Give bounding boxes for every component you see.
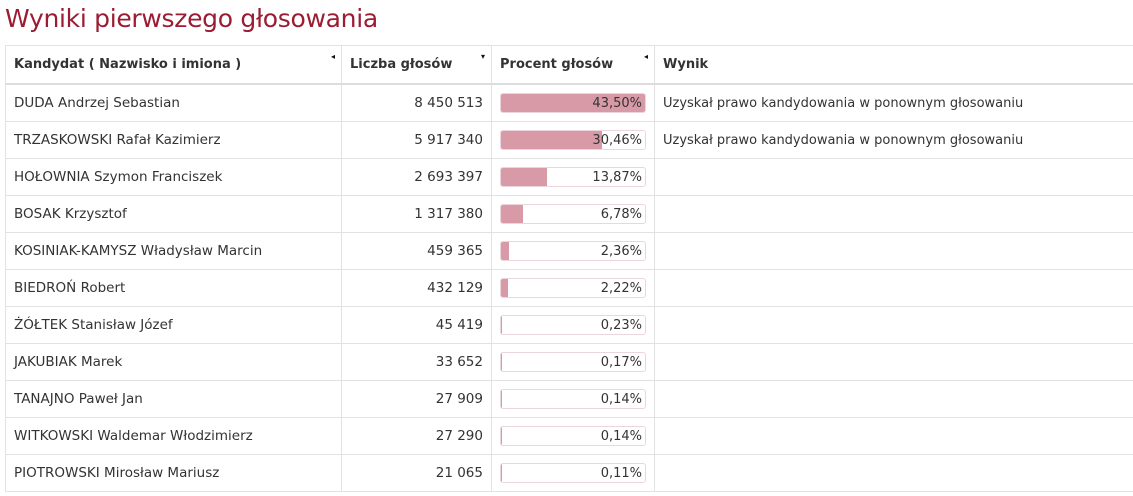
percent-bar-fill [501, 205, 524, 223]
percent-value: 0,14% [600, 392, 642, 407]
column-header-candidate[interactable]: Kandydat ( Nazwisko i imiona ) ◂ [5, 45, 342, 85]
percent-bar: 6,78% [500, 204, 646, 224]
percent-cell: 30,46% [491, 121, 655, 159]
candidate-name: JAKUBIAK Marek [5, 343, 342, 381]
percent-cell: 0,23% [491, 306, 655, 344]
vote-count: 2 693 397 [341, 158, 492, 196]
table-row: WITKOWSKI Waldemar Włodzimierz 27 290 0,14… [5, 417, 1133, 455]
result-text [654, 380, 1133, 418]
result-text: Uzyskał prawo kandydowania w ponownym gł… [654, 83, 1133, 122]
percent-value: 0,17% [600, 355, 642, 370]
column-header-result[interactable]: Wynik [654, 45, 1133, 85]
vote-count: 33 652 [341, 343, 492, 381]
result-text [654, 269, 1133, 307]
vote-count: 27 290 [341, 417, 492, 455]
candidate-name: ŻÓŁTEK Stanisław Józef [5, 306, 342, 344]
percent-cell: 6,78% [491, 195, 655, 233]
result-text [654, 343, 1133, 381]
candidate-name: TANAJNO Paweł Jan [5, 380, 342, 418]
percent-bar: 30,46% [500, 130, 646, 150]
percent-value: 2,22% [600, 281, 642, 296]
percent-bar: 0,14% [500, 426, 646, 446]
table-row: JAKUBIAK Marek 33 652 0,17% [5, 343, 1133, 381]
percent-bar-fill [501, 353, 502, 371]
table-row: BOSAK Krzysztof 1 317 380 6,78% [5, 195, 1133, 233]
table-row: KOSINIAK-KAMYSZ Władysław Marcin 459 365 2… [5, 232, 1133, 270]
table-header-row: Kandydat ( Nazwisko i imiona ) ◂ Liczba g… [5, 45, 1133, 85]
result-text [654, 417, 1133, 455]
sort-icon[interactable]: ◂ [643, 52, 648, 61]
percent-value: 0,14% [600, 429, 642, 444]
sort-desc-icon[interactable]: ▾ [480, 52, 485, 61]
table-row: TRZASKOWSKI Rafał Kazimierz 5 917 340 30,4… [5, 121, 1133, 159]
vote-count: 1 317 380 [341, 195, 492, 233]
vote-count: 432 129 [341, 269, 492, 307]
vote-count: 459 365 [341, 232, 492, 270]
percent-bar-fill [501, 242, 509, 260]
column-header-votes[interactable]: Liczba głosów ▾ [341, 45, 492, 85]
percent-bar: 13,87% [500, 167, 646, 187]
candidate-name: BIEDROŃ Robert [5, 269, 342, 307]
column-label: Kandydat ( Nazwisko i imiona ) [14, 57, 242, 72]
candidate-name: KOSINIAK-KAMYSZ Władysław Marcin [5, 232, 342, 270]
vote-count: 45 419 [341, 306, 492, 344]
percent-cell: 0,11% [491, 454, 655, 492]
percent-cell: 0,14% [491, 380, 655, 418]
percent-bar: 0,23% [500, 315, 646, 335]
percent-cell: 0,17% [491, 343, 655, 381]
candidate-name: BOSAK Krzysztof [5, 195, 342, 233]
percent-cell: 2,36% [491, 232, 655, 270]
table-row: HOŁOWNIA Szymon Franciszek 2 693 397 13,87… [5, 158, 1133, 196]
percent-bar: 0,14% [500, 389, 646, 409]
percent-value: 0,11% [600, 466, 642, 481]
percent-cell: 2,22% [491, 269, 655, 307]
percent-value: 43,50% [592, 96, 642, 111]
percent-value: 0,23% [600, 318, 642, 333]
results-table: Kandydat ( Nazwisko i imiona ) ◂ Liczba g… [5, 45, 1133, 492]
table-row: DUDA Andrzej Sebastian 8 450 513 43,50% Uzy… [5, 83, 1133, 122]
table-row: TANAJNO Paweł Jan 27 909 0,14% [5, 380, 1133, 418]
table-row: PIOTROWSKI Mirosław Mariusz 21 065 0,11% [5, 454, 1133, 492]
candidate-name: WITKOWSKI Waldemar Włodzimierz [5, 417, 342, 455]
vote-count: 27 909 [341, 380, 492, 418]
candidate-name: HOŁOWNIA Szymon Franciszek [5, 158, 342, 196]
vote-count: 21 065 [341, 454, 492, 492]
percent-bar-fill [501, 168, 547, 186]
percent-bar: 0,11% [500, 463, 646, 483]
percent-value: 2,36% [600, 244, 642, 259]
result-text [654, 158, 1133, 196]
percent-bar-fill [501, 131, 602, 149]
table-row: BIEDROŃ Robert 432 129 2,22% [5, 269, 1133, 307]
result-text [654, 232, 1133, 270]
percent-bar-fill [501, 279, 509, 297]
candidate-name: PIOTROWSKI Mirosław Mariusz [5, 454, 342, 492]
result-text [654, 306, 1133, 344]
column-label: Liczba głosów [350, 57, 453, 72]
result-text: Uzyskał prawo kandydowania w ponownym gł… [654, 121, 1133, 159]
percent-cell: 0,14% [491, 417, 655, 455]
percent-cell: 43,50% [491, 83, 655, 122]
percent-value: 30,46% [592, 133, 642, 148]
vote-count: 8 450 513 [341, 83, 492, 122]
column-header-percent[interactable]: Procent głosów ◂ [491, 45, 655, 85]
percent-bar-fill [501, 316, 502, 334]
column-label: Wynik [663, 57, 709, 72]
result-text [654, 454, 1133, 492]
percent-value: 13,87% [592, 170, 642, 185]
page-title: Wyniki pierwszego głosowania [5, 4, 378, 33]
percent-cell: 13,87% [491, 158, 655, 196]
percent-bar: 43,50% [500, 93, 646, 113]
table-row: ŻÓŁTEK Stanisław Józef 45 419 0,23% [5, 306, 1133, 344]
vote-count: 5 917 340 [341, 121, 492, 159]
percent-value: 6,78% [600, 207, 642, 222]
candidate-name: DUDA Andrzej Sebastian [5, 83, 342, 122]
percent-bar: 0,17% [500, 352, 646, 372]
sort-icon[interactable]: ◂ [330, 52, 335, 61]
percent-bar: 2,22% [500, 278, 646, 298]
percent-bar: 2,36% [500, 241, 646, 261]
column-label: Procent głosów [500, 57, 614, 72]
result-text [654, 195, 1133, 233]
percent-bar-fill [501, 94, 645, 112]
candidate-name: TRZASKOWSKI Rafał Kazimierz [5, 121, 342, 159]
